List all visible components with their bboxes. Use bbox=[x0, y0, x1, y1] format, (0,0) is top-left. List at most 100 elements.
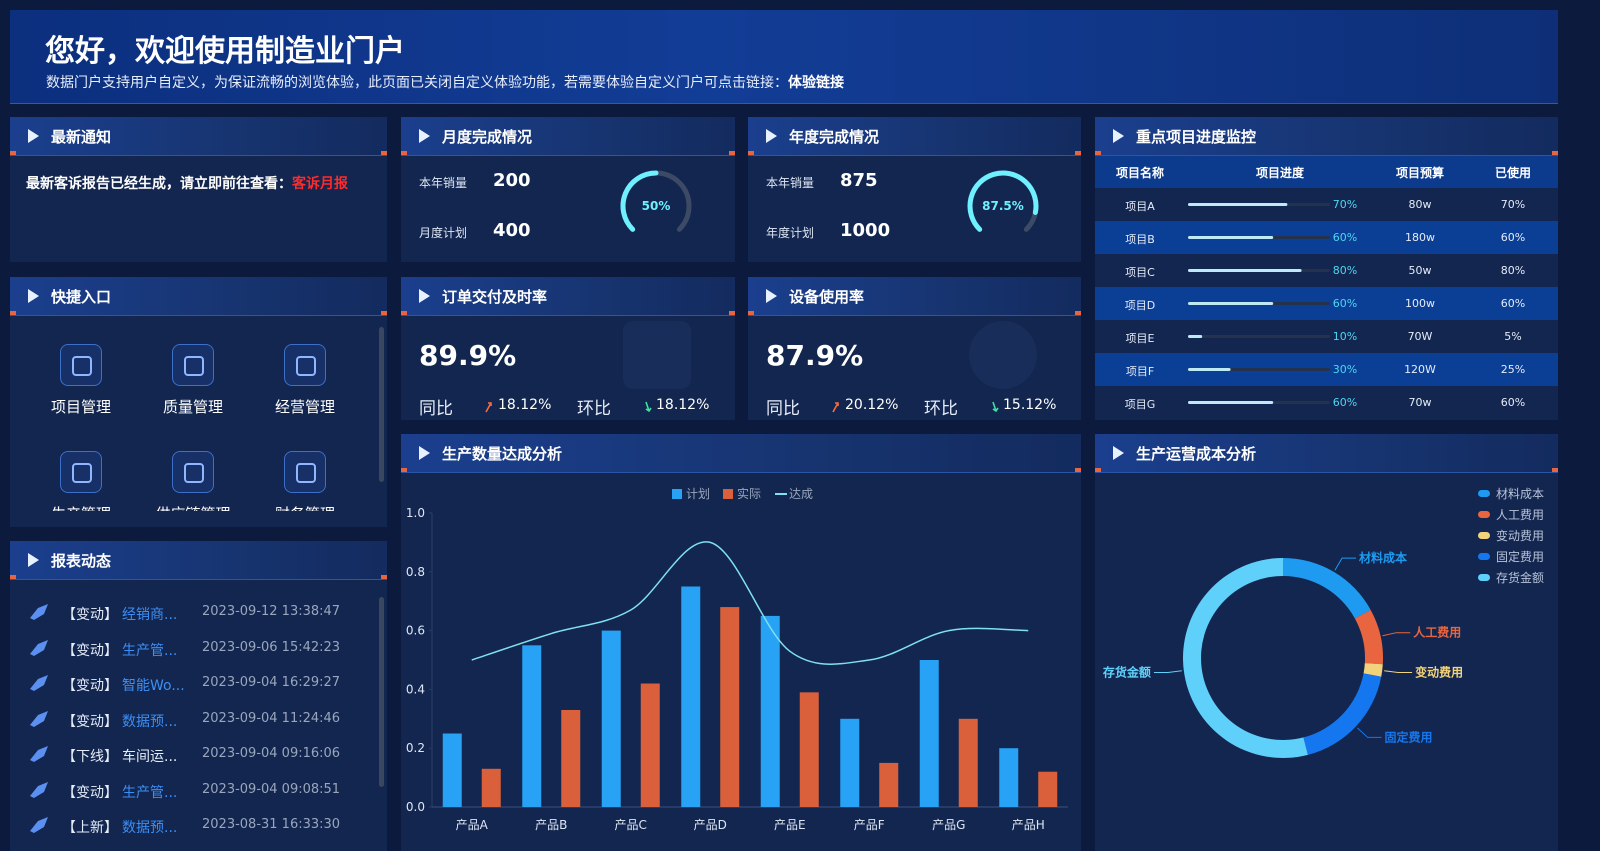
table-header: 项目名称 项目进度 项目预算 已使用 bbox=[1095, 155, 1558, 188]
corner-mark bbox=[381, 575, 387, 579]
bar bbox=[601, 630, 621, 807]
icon-shape bbox=[30, 639, 48, 656]
report-name[interactable]: 生产管... bbox=[122, 784, 178, 801]
yoy-value: 18.12% bbox=[498, 397, 552, 413]
progress-bar bbox=[1188, 269, 1330, 272]
quick-icon[interactable] bbox=[172, 344, 214, 386]
arrow-up-icon bbox=[832, 402, 839, 413]
donut-slice bbox=[1182, 558, 1308, 758]
corner-mark bbox=[748, 311, 754, 315]
y-tick-label: 1.0 bbox=[406, 506, 425, 520]
chart_data.1-panel: 生产运营成本分析 材料成本 人工费用 变动费用 固定费用 存货金额 材料成本 人工费用 变动费用… bbox=[1095, 434, 1558, 851]
report-name[interactable]: 经销商... bbox=[122, 607, 178, 623]
bar bbox=[720, 607, 740, 807]
progress-label: 60% bbox=[1332, 297, 1358, 310]
experience-link[interactable]: 体验链接 bbox=[788, 75, 844, 91]
report-icon bbox=[30, 817, 48, 833]
leader-line bbox=[1357, 727, 1382, 738]
notice-panel: 最新通知 最新客诉报告已经生成，请立即前往查看：客诉月报 bbox=[10, 117, 387, 262]
column-header: 项目名称 bbox=[1115, 166, 1164, 180]
report-icon bbox=[30, 710, 48, 727]
project-budget: 100w bbox=[1405, 297, 1435, 310]
report-name[interactable]: 生产管... bbox=[122, 642, 178, 659]
mom-label: 环比 bbox=[924, 399, 958, 419]
page-title: 您好，欢迎使用制造业门户 bbox=[45, 34, 405, 69]
quick-icon[interactable] bbox=[60, 451, 102, 493]
progress-fill bbox=[1188, 335, 1203, 338]
notice-link[interactable]: 客诉月报 bbox=[292, 176, 348, 192]
panel-header: 快捷入口 bbox=[10, 277, 387, 316]
bar bbox=[879, 762, 899, 807]
reports-panel: 报表动态 【变动】 经销商... 2023-09-12 13:38:47 【变动】 生产管… bbox=[10, 541, 387, 851]
report-tag: 【变动】 bbox=[62, 713, 118, 730]
watermark-icon bbox=[623, 321, 691, 389]
quick-label[interactable]: 供应链管理 bbox=[143, 503, 243, 511]
legend-label: 人工费用 bbox=[1496, 508, 1544, 522]
progress-fill bbox=[1188, 203, 1288, 206]
corner-mark bbox=[10, 575, 16, 579]
icon-glyph bbox=[72, 356, 92, 376]
legend-label: 存货金额 bbox=[1496, 570, 1544, 585]
panel-header: 生产运营成本分析 bbox=[1095, 434, 1558, 473]
leader-line bbox=[1334, 557, 1357, 571]
legend-label: 实际 bbox=[737, 486, 761, 501]
panel-title: 生产运营成本分析 bbox=[1136, 445, 1257, 463]
arrow bbox=[645, 401, 652, 413]
report-name[interactable]: 数据预... bbox=[122, 713, 178, 730]
corner-mark bbox=[1552, 468, 1558, 472]
corner-mark bbox=[1095, 151, 1101, 155]
panel-title: 快捷入口 bbox=[51, 288, 112, 306]
y-tick-label: 0.0 bbox=[406, 800, 425, 814]
quick-label[interactable]: 项目管理 bbox=[50, 398, 111, 416]
header-icon bbox=[1113, 129, 1124, 143]
quick-label[interactable]: 财务管理 bbox=[255, 503, 355, 511]
project-budget: 70w bbox=[1408, 396, 1432, 409]
arrow-up-icon bbox=[485, 402, 492, 413]
column-header: 项目进度 bbox=[1255, 166, 1304, 180]
quick-label[interactable]: 生产管理 bbox=[31, 503, 131, 511]
progress-bar bbox=[1188, 368, 1330, 371]
report-name[interactable]: 数据预... bbox=[122, 820, 178, 836]
progress-fill bbox=[1188, 401, 1274, 404]
legend-marker bbox=[1478, 511, 1490, 518]
progress-bar bbox=[1188, 236, 1330, 239]
yoy-value: 20.12% bbox=[845, 397, 899, 413]
arrow bbox=[832, 402, 839, 413]
legend-label: 材料成本 bbox=[1496, 487, 1544, 501]
bar bbox=[999, 748, 1019, 807]
mom-value: 15.12% bbox=[1003, 397, 1057, 413]
header-subtitle: 数据门户支持用户自定义，为保证流畅的浏览体验，此页面已关闭自定义体验功能，若需要… bbox=[46, 72, 844, 92]
y-tick-label: 0.6 bbox=[406, 624, 425, 638]
report-name[interactable]: 智能Wo... bbox=[122, 678, 185, 694]
report-name[interactable]: 车间运... bbox=[122, 749, 178, 765]
icon-shape bbox=[30, 675, 48, 691]
quick-label[interactable]: 质量管理 bbox=[162, 398, 223, 416]
quick-icon[interactable] bbox=[60, 344, 102, 386]
x-tick-label: 产品C bbox=[615, 818, 647, 832]
table-row: 项目E 10% 70W 5% bbox=[1095, 320, 1558, 353]
panel-header: 订单交付及时率 bbox=[401, 277, 735, 316]
quick-icon[interactable] bbox=[284, 451, 326, 493]
table-row: 项目D 60% 100w 60% bbox=[1095, 287, 1558, 320]
report-icon bbox=[30, 675, 48, 691]
report-time: 2023-09-04 09:08:51 bbox=[202, 781, 341, 797]
legend-label: 计划 bbox=[686, 487, 710, 501]
leader-line bbox=[1384, 670, 1413, 674]
achievement-line bbox=[471, 541, 1029, 665]
header-banner: 您好，欢迎使用制造业门户数据门户支持用户自定义，为保证流畅的浏览体验，此页面已关… bbox=[10, 10, 1558, 104]
bar bbox=[1038, 771, 1058, 807]
gauge-label: 87.5% bbox=[982, 199, 1024, 213]
mom-value: 18.12% bbox=[656, 397, 710, 413]
quick-icon[interactable] bbox=[284, 344, 326, 386]
progress-track bbox=[1188, 335, 1330, 338]
quick-label[interactable]: 经营管理 bbox=[274, 398, 335, 416]
quick-icon[interactable] bbox=[172, 451, 214, 493]
report-time: 2023-09-04 09:16:06 bbox=[202, 746, 341, 761]
header-icon bbox=[28, 553, 39, 567]
mom-label: 环比 bbox=[577, 399, 611, 419]
bar bbox=[760, 615, 780, 807]
corner-mark bbox=[1552, 151, 1558, 155]
report-tag: 【变动】 bbox=[62, 607, 118, 623]
